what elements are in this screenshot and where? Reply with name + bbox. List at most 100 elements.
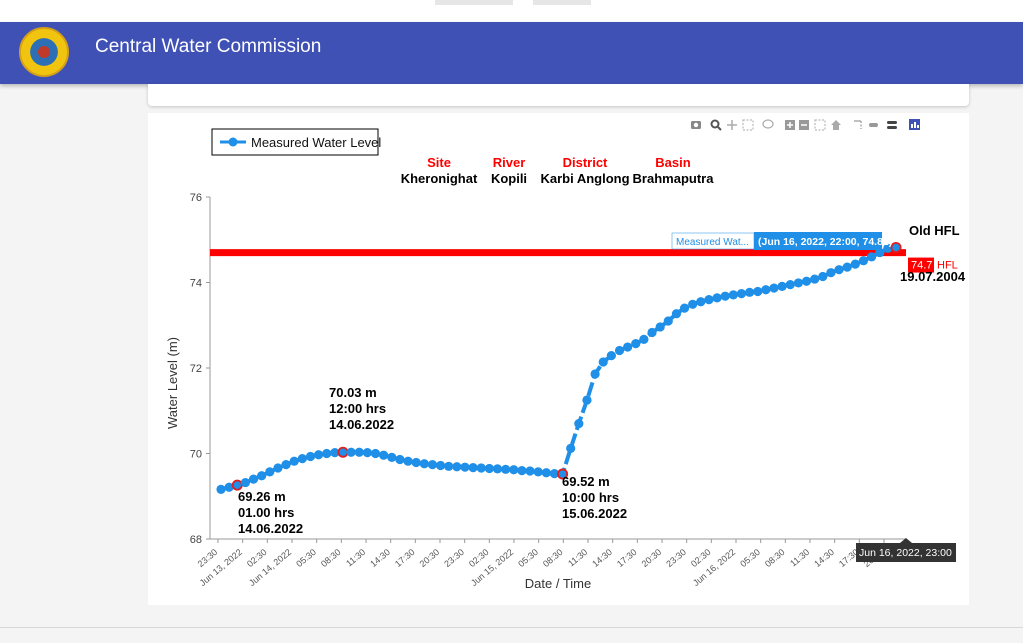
- data-point[interactable]: [248, 474, 259, 484]
- data-point[interactable]: [753, 286, 763, 297]
- data-point[interactable]: [574, 418, 584, 429]
- data-point[interactable]: [313, 450, 324, 460]
- data-point[interactable]: [704, 295, 714, 305]
- legend-label[interactable]: Measured Water Level: [251, 135, 381, 150]
- data-point[interactable]: [639, 334, 649, 344]
- data-point[interactable]: [631, 339, 641, 349]
- data-point[interactable]: [883, 243, 893, 253]
- data-point[interactable]: [273, 463, 283, 473]
- data-point[interactable]: [379, 450, 389, 460]
- hover-compare-icon[interactable]: [887, 121, 897, 129]
- data-point[interactable]: [419, 459, 429, 469]
- data-point[interactable]: [322, 448, 332, 459]
- data-point[interactable]: [281, 460, 291, 470]
- zoom-icon[interactable]: [710, 119, 722, 131]
- data-point[interactable]: [671, 309, 682, 319]
- data-point[interactable]: [647, 327, 657, 338]
- data-point[interactable]: [826, 268, 836, 278]
- data-point[interactable]: [297, 454, 307, 464]
- highlighted-point[interactable]: [337, 446, 349, 458]
- data-point[interactable]: [224, 482, 234, 492]
- hover-closest-icon[interactable]: [869, 123, 878, 127]
- data-point[interactable]: [533, 467, 543, 477]
- data-point[interactable]: [501, 464, 511, 474]
- data-point[interactable]: [785, 280, 795, 290]
- data-point[interactable]: [801, 276, 812, 286]
- data-point[interactable]: [598, 357, 608, 367]
- data-point[interactable]: [834, 265, 844, 275]
- plotly-logo-icon[interactable]: [909, 119, 920, 130]
- highlighted-point[interactable]: [557, 468, 569, 480]
- data-point[interactable]: [354, 447, 364, 457]
- data-point[interactable]: [614, 345, 625, 356]
- data-point[interactable]: [818, 271, 828, 282]
- data-point[interactable]: [793, 278, 804, 288]
- data-point[interactable]: [305, 451, 316, 462]
- data-point[interactable]: [362, 448, 372, 458]
- data-point[interactable]: [435, 460, 446, 471]
- data-point[interactable]: [525, 466, 535, 476]
- data-point[interactable]: [492, 464, 503, 474]
- top-tab[interactable]: [435, 0, 513, 5]
- data-point[interactable]: [777, 281, 787, 291]
- data-point[interactable]: [769, 283, 779, 293]
- autoscale-icon[interactable]: [814, 119, 826, 131]
- data-point[interactable]: [623, 342, 633, 352]
- data-point[interactable]: [403, 456, 413, 466]
- data-point[interactable]: [395, 454, 405, 465]
- data-point[interactable]: [541, 468, 551, 478]
- pan-icon[interactable]: [727, 120, 737, 130]
- reset-axes-icon[interactable]: [831, 120, 841, 130]
- data-point[interactable]: [720, 291, 730, 301]
- data-point[interactable]: [216, 484, 226, 495]
- data-point[interactable]: [867, 252, 877, 262]
- data-point[interactable]: [427, 460, 438, 470]
- data-point[interactable]: [728, 290, 738, 300]
- data-point[interactable]: [858, 256, 869, 266]
- data-point[interactable]: [517, 466, 527, 476]
- data-point[interactable]: [484, 463, 494, 474]
- data-point[interactable]: [679, 303, 690, 313]
- data-point[interactable]: [240, 477, 250, 488]
- box-select-icon[interactable]: [742, 119, 754, 131]
- data-point[interactable]: [265, 467, 275, 477]
- data-point[interactable]: [590, 369, 600, 379]
- data-point[interactable]: [810, 274, 820, 284]
- data-point[interactable]: [346, 447, 356, 457]
- data-point[interactable]: [688, 299, 698, 309]
- data-point[interactable]: [582, 395, 592, 405]
- data-point[interactable]: [452, 462, 462, 472]
- highlighted-point[interactable]: [890, 241, 902, 253]
- data-point[interactable]: [476, 463, 486, 473]
- zoom-in-icon[interactable]: [785, 120, 795, 130]
- data-point[interactable]: [330, 448, 340, 458]
- zoom-out-icon[interactable]: [799, 120, 809, 130]
- camera-icon[interactable]: [691, 121, 701, 129]
- data-point[interactable]: [712, 293, 722, 303]
- top-tab[interactable]: [533, 0, 591, 5]
- y-axis: 68 70 72 74 76: [190, 192, 211, 546]
- data-point[interactable]: [387, 452, 397, 462]
- data-point[interactable]: [696, 297, 706, 307]
- data-point[interactable]: [655, 322, 665, 332]
- data-point[interactable]: [509, 465, 519, 475]
- data-point[interactable]: [745, 287, 755, 297]
- data-point[interactable]: [761, 285, 771, 295]
- data-point[interactable]: [460, 462, 470, 472]
- data-point[interactable]: [875, 247, 885, 258]
- data-point[interactable]: [736, 289, 747, 299]
- data-point[interactable]: [606, 351, 616, 361]
- data-point[interactable]: [549, 468, 560, 479]
- data-point[interactable]: [842, 262, 852, 272]
- spike-lines-icon[interactable]: [854, 120, 862, 129]
- data-point[interactable]: [468, 463, 478, 473]
- lasso-icon[interactable]: [762, 119, 774, 129]
- data-point[interactable]: [411, 457, 421, 468]
- data-point[interactable]: [850, 259, 860, 269]
- data-point[interactable]: [370, 448, 381, 459]
- data-point[interactable]: [444, 461, 454, 471]
- data-point[interactable]: [663, 316, 673, 326]
- data-point[interactable]: [566, 443, 576, 453]
- data-point[interactable]: [257, 471, 267, 481]
- data-point[interactable]: [289, 456, 299, 466]
